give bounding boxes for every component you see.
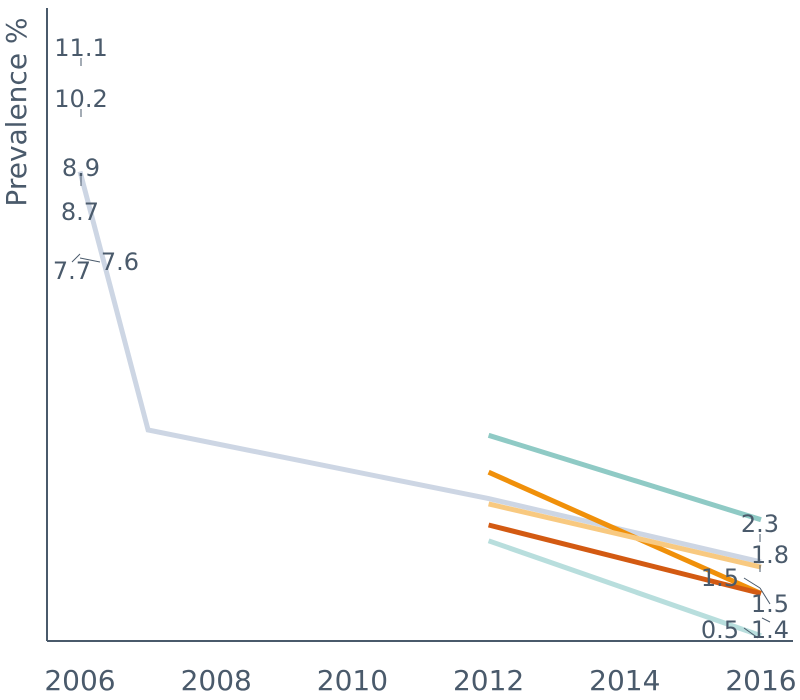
data-label-12: 1.4: [751, 616, 789, 644]
x-tick-label-2006: 2006: [44, 664, 115, 697]
series-line-1: [77, 170, 762, 565]
series-line-3: [487, 469, 763, 596]
x-axis-tick-labels: 2006 2008 2010 2012 2014 2016: [44, 664, 796, 697]
label-leader-lines: [71, 58, 771, 639]
series-line-5: [487, 522, 762, 596]
x-tick-label-2016: 2016: [725, 664, 796, 697]
label-leader-4: [71, 253, 81, 263]
data-label-3: 8.9: [62, 154, 100, 182]
label-leader-8: [743, 577, 761, 589]
label-leader-5: [79, 257, 101, 263]
data-label-2: 10.2: [54, 85, 107, 113]
series-line-2: [487, 432, 762, 523]
label-leader-10: [743, 627, 759, 639]
y-axis-title: Prevalence %: [0, 17, 33, 206]
series-line-4: [488, 501, 762, 570]
series-lines: [77, 170, 763, 639]
series-line-6: [487, 538, 762, 639]
x-tick-label-2014: 2014: [589, 664, 660, 697]
data-label-6: 7.6: [101, 248, 139, 276]
data-label-1: 11.1: [54, 34, 107, 62]
data-label-5: 7.7: [53, 257, 91, 285]
label-leader-9: [759, 587, 771, 605]
data-label-9: 1.5: [701, 564, 739, 592]
x-tick-label-2012: 2012: [453, 664, 524, 697]
data-label-8: 1.8: [751, 541, 789, 569]
data-labels: 11.1 10.2 8.9 8.7 7.7 7.6 2.3 1.8 1.5 1.5 0.5 1.4: [53, 34, 789, 644]
data-label-10: 1.5: [751, 590, 789, 618]
x-tick-label-2008: 2008: [181, 664, 252, 697]
data-label-7: 2.3: [741, 510, 779, 538]
data-label-4: 8.7: [61, 198, 99, 226]
label-leader-11: [761, 617, 771, 623]
x-tick-label-2010: 2010: [317, 664, 388, 697]
data-label-11: 0.5: [701, 616, 739, 644]
